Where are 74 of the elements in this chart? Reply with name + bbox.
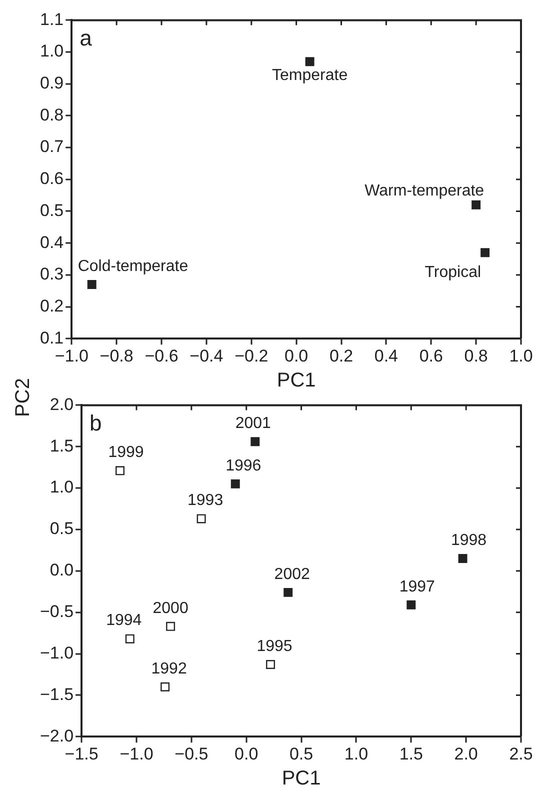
point	[160, 682, 170, 692]
y-tick-label: 0.2	[40, 296, 64, 316]
y-tick-label: 1.5	[50, 436, 74, 456]
y-tick-label: 1.1	[40, 10, 64, 29]
x-tick-label: 1.0	[344, 744, 368, 764]
x-tick-label: 2.0	[454, 744, 478, 764]
x-tick-label: 0.0	[234, 744, 258, 764]
y-tick-label: −1.0	[40, 643, 74, 662]
x-tick-label: −0.5	[174, 744, 208, 764]
x-axis-title: PC1	[282, 768, 321, 790]
annotation: 1995	[256, 638, 292, 655]
y-tick-label: 0.7	[40, 137, 64, 156]
annotation: 1998	[450, 532, 487, 549]
point	[472, 200, 481, 210]
y-axis-title: PC2	[12, 378, 34, 416]
annotation: 1994	[106, 612, 142, 630]
x-tick-label: 1.5	[399, 744, 423, 764]
y-tick-label: 0.0	[50, 560, 74, 580]
y-tick-label: −0.5	[40, 602, 74, 622]
point	[230, 479, 240, 488]
annotation: 2001	[235, 415, 272, 432]
y-tick-label: −2.0	[40, 726, 74, 746]
x-tick-label: 0.5	[289, 744, 314, 764]
x-tick-label: −0.4	[190, 346, 224, 366]
annotation: Tropical	[424, 264, 482, 282]
annotation: 1996	[226, 457, 262, 474]
annotation: 1997	[399, 578, 436, 596]
point	[480, 248, 490, 258]
point	[266, 660, 276, 670]
point	[284, 588, 293, 597]
point	[458, 554, 468, 563]
y-tick-label: 1.0	[40, 42, 64, 61]
x-tick-label: 0.4	[374, 346, 398, 366]
annotation: Temperate	[272, 67, 348, 84]
annotation: 1999	[108, 444, 144, 462]
point	[166, 622, 176, 631]
y-tick-label: 1.0	[50, 478, 74, 497]
x-axis-title: PC1	[276, 370, 316, 392]
point	[116, 466, 124, 476]
x-tick-label: −1.5	[64, 744, 98, 764]
x-tick-label: 1.0	[509, 346, 533, 366]
x-tick-label: −0.8	[100, 346, 134, 366]
point	[196, 514, 206, 524]
x-tick-label: −1.0	[120, 744, 154, 764]
x-tick-label: −0.6	[144, 346, 178, 366]
annotation: 1993	[188, 492, 224, 510]
x-tick-label: 0.0	[284, 346, 308, 366]
x-tick-label: 0.6	[419, 346, 443, 366]
point	[125, 634, 134, 644]
y-tick-label: 0.3	[40, 264, 64, 284]
y-tick-label: 0.5	[50, 519, 74, 538]
point	[406, 600, 416, 610]
y-tick-label: 0.8	[40, 105, 64, 124]
annotation: 2002	[274, 566, 310, 583]
x-tick-label: −0.2	[234, 346, 268, 366]
annotation: Cold-temperate	[78, 258, 188, 275]
y-tick-label: 0.9	[40, 74, 64, 93]
chart-title: a	[80, 25, 93, 50]
annotation: 1992	[151, 660, 187, 678]
y-tick-label: 0.6	[40, 169, 64, 188]
x-tick-label: 0.8	[464, 346, 488, 366]
y-tick-label: 0.5	[40, 200, 64, 220]
point	[87, 280, 96, 289]
point	[250, 437, 260, 446]
x-tick-label: 2.5	[509, 744, 533, 764]
y-tick-label: −1.5	[40, 684, 74, 704]
y-tick-label: 2.0	[50, 394, 74, 414]
annotation: Warm-temperate	[364, 182, 484, 200]
y-tick-label: 0.4	[40, 232, 64, 252]
annotation: 2000	[152, 600, 188, 617]
point	[305, 57, 314, 66]
x-tick-label: 0.2	[329, 346, 354, 366]
chart-title: b	[90, 410, 102, 436]
y-tick-label: 0.1	[40, 328, 64, 348]
